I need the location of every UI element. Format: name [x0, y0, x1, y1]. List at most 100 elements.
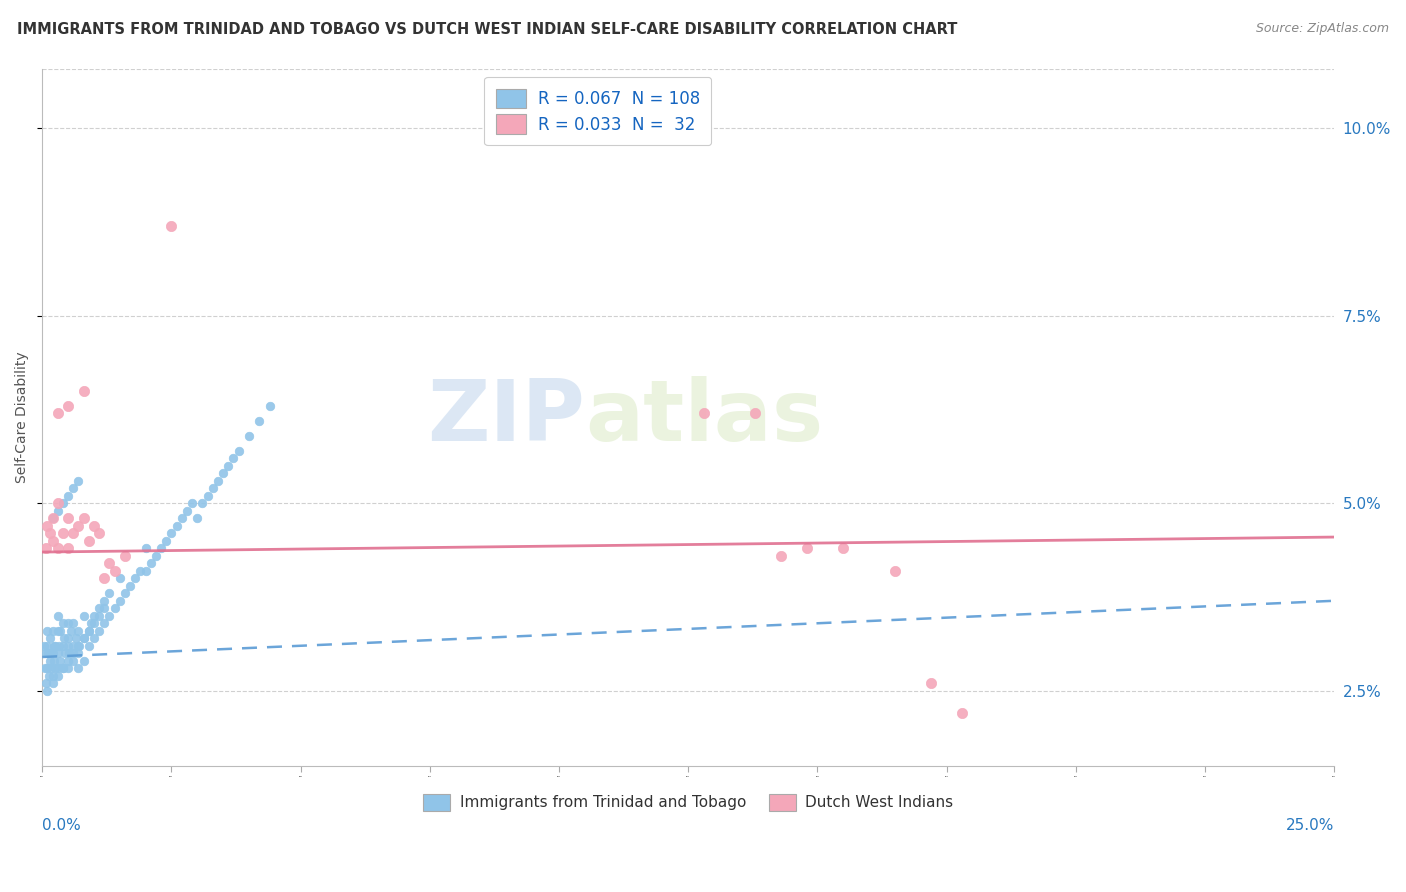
Point	[49, 624, 72, 638]
Point	[42, 639, 65, 653]
Point	[139, 556, 162, 570]
Point	[35, 676, 58, 690]
Point	[52, 639, 75, 653]
Point	[46, 661, 69, 675]
Point	[160, 526, 183, 541]
Point	[212, 467, 235, 481]
Point	[37, 661, 59, 675]
Y-axis label: Self-Care Disability: Self-Care Disability	[15, 351, 30, 483]
Point	[77, 624, 100, 638]
Point	[52, 661, 75, 675]
Point	[98, 586, 121, 600]
Point	[41, 669, 63, 683]
Point	[247, 414, 270, 428]
Text: atlas: atlas	[585, 376, 823, 458]
Point	[41, 646, 63, 660]
Point	[197, 489, 219, 503]
Point	[93, 616, 115, 631]
Point	[52, 496, 75, 510]
Point	[98, 556, 121, 570]
Point	[46, 669, 69, 683]
Point	[46, 406, 69, 420]
Point	[62, 639, 84, 653]
Point	[120, 579, 142, 593]
Point	[67, 518, 90, 533]
Point	[83, 616, 105, 631]
Point	[207, 474, 229, 488]
Point	[135, 564, 157, 578]
Point	[950, 706, 973, 721]
Point	[56, 541, 79, 556]
Point	[39, 646, 62, 660]
Point	[56, 511, 79, 525]
Point	[49, 654, 72, 668]
Point	[103, 601, 125, 615]
Point	[72, 608, 94, 623]
Point	[41, 676, 63, 690]
Point	[39, 654, 62, 668]
Point	[124, 571, 146, 585]
Point	[39, 526, 62, 541]
Point	[796, 541, 818, 556]
Point	[108, 594, 131, 608]
Point	[32, 639, 55, 653]
Point	[93, 601, 115, 615]
Point	[744, 406, 766, 420]
Point	[129, 564, 152, 578]
Point	[77, 533, 100, 548]
Point	[87, 624, 110, 638]
Point	[56, 632, 79, 646]
Point	[67, 661, 90, 675]
Point	[62, 616, 84, 631]
Point	[41, 511, 63, 525]
Point	[56, 616, 79, 631]
Point	[46, 541, 69, 556]
Point	[52, 616, 75, 631]
Point	[46, 496, 69, 510]
Point	[72, 632, 94, 646]
Point	[176, 504, 198, 518]
Text: ZIP: ZIP	[427, 376, 585, 458]
Point	[38, 669, 60, 683]
Point	[42, 654, 65, 668]
Point	[87, 526, 110, 541]
Point	[222, 451, 245, 466]
Point	[52, 661, 75, 675]
Point	[191, 496, 214, 510]
Point	[37, 683, 59, 698]
Point	[80, 616, 103, 631]
Point	[37, 646, 59, 660]
Point	[72, 384, 94, 398]
Point	[59, 624, 82, 638]
Point	[34, 661, 56, 675]
Point	[72, 654, 94, 668]
Point	[884, 564, 907, 578]
Point	[41, 661, 63, 675]
Point	[103, 564, 125, 578]
Text: 25.0%: 25.0%	[1286, 818, 1334, 833]
Point	[114, 586, 136, 600]
Point	[832, 541, 855, 556]
Point	[181, 496, 204, 510]
Point	[93, 594, 115, 608]
Point	[135, 541, 157, 556]
Point	[72, 511, 94, 525]
Point	[35, 646, 58, 660]
Point	[39, 632, 62, 646]
Point	[44, 639, 66, 653]
Point	[62, 481, 84, 495]
Point	[238, 429, 260, 443]
Point	[83, 632, 105, 646]
Point	[62, 526, 84, 541]
Text: Source: ZipAtlas.com: Source: ZipAtlas.com	[1256, 22, 1389, 36]
Point	[44, 661, 66, 675]
Point	[52, 526, 75, 541]
Point	[46, 646, 69, 660]
Point	[52, 632, 75, 646]
Point	[87, 601, 110, 615]
Point	[160, 219, 183, 233]
Point	[56, 489, 79, 503]
Point	[37, 624, 59, 638]
Point	[41, 533, 63, 548]
Point	[98, 608, 121, 623]
